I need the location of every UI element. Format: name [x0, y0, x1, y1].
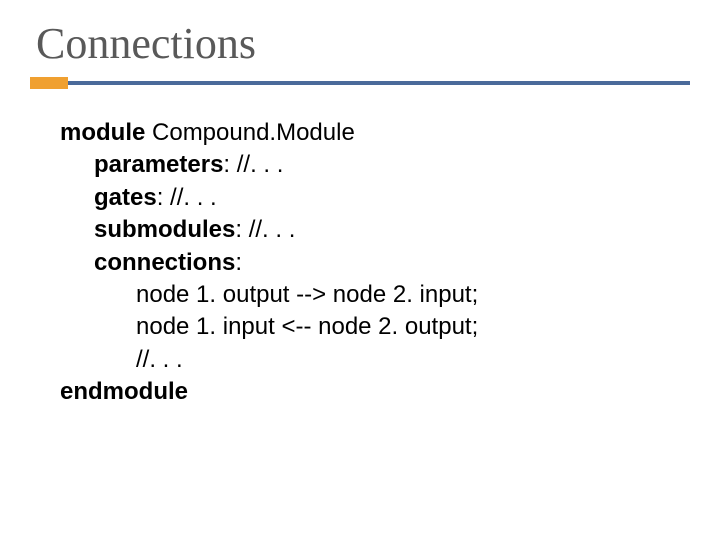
code-text: : //. . .	[223, 151, 283, 178]
code-line-8: //. . .	[60, 344, 690, 376]
code-text: : //. . .	[157, 184, 217, 211]
code-line-3: gates: //. . .	[60, 182, 690, 214]
code-line-2: parameters: //. . .	[60, 149, 690, 181]
code-text: Compound.Module	[145, 119, 354, 146]
code-block: module Compound.Module parameters: //. .…	[60, 117, 690, 409]
code-line-9: endmodule	[60, 376, 690, 408]
code-line-7: node 1. input <-- node 2. output;	[60, 311, 690, 343]
code-line-5: connections:	[60, 247, 690, 279]
keyword-gates: gates	[94, 184, 157, 211]
divider-accent	[30, 77, 68, 89]
keyword-connections: connections	[94, 249, 235, 276]
keyword-module: module	[60, 119, 145, 146]
code-line-4: submodules: //. . .	[60, 214, 690, 246]
divider-line	[68, 81, 690, 85]
title-divider	[30, 77, 690, 89]
slide: Connections module Compound.Module param…	[0, 0, 720, 540]
slide-title: Connections	[36, 18, 690, 69]
code-text: : //. . .	[235, 216, 295, 243]
keyword-parameters: parameters	[94, 151, 223, 178]
keyword-submodules: submodules	[94, 216, 235, 243]
code-text: :	[235, 249, 242, 276]
keyword-endmodule: endmodule	[60, 378, 188, 405]
code-line-1: module Compound.Module	[60, 117, 690, 149]
code-line-6: node 1. output --> node 2. input;	[60, 279, 690, 311]
